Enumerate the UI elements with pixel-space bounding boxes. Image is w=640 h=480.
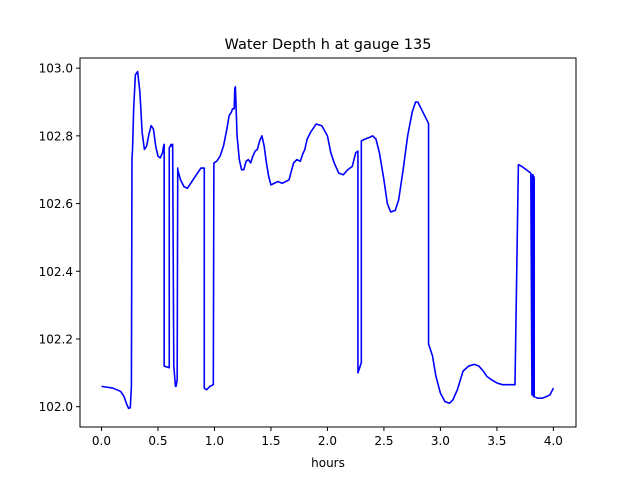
y-tick-label: 103.0 bbox=[39, 62, 73, 76]
x-tick-label: 0.0 bbox=[92, 434, 111, 448]
x-axis: 0.0 0.5 1.0 1.5 2.0 2.5 3.0 3.5 4.0 bbox=[92, 427, 563, 448]
x-tick-label: 2.0 bbox=[318, 434, 337, 448]
series-layer bbox=[101, 70, 555, 410]
x-axis-label: hours bbox=[311, 456, 345, 470]
x-tick-label: 3.5 bbox=[487, 434, 506, 448]
x-tick-label: 3.0 bbox=[431, 434, 450, 448]
y-tick-label: 102.2 bbox=[39, 332, 73, 346]
y-tick-label: 102.4 bbox=[39, 265, 73, 279]
series-line-0 bbox=[101, 70, 555, 410]
x-tick-label: 0.5 bbox=[148, 434, 167, 448]
chart-title: Water Depth h at gauge 135 bbox=[225, 37, 432, 53]
y-tick-label: 102.8 bbox=[39, 129, 73, 143]
plot-area-frame bbox=[79, 57, 577, 428]
x-tick-label: 2.5 bbox=[374, 434, 393, 448]
y-axis: 102.0 102.2 102.4 102.6 102.8 103.0 bbox=[39, 62, 80, 414]
x-tick-label: 1.5 bbox=[261, 434, 280, 448]
x-tick-label: 4.0 bbox=[544, 434, 563, 448]
y-tick-label: 102.6 bbox=[39, 197, 73, 211]
x-tick-label: 1.0 bbox=[205, 434, 224, 448]
y-tick-label: 102.0 bbox=[39, 400, 73, 414]
